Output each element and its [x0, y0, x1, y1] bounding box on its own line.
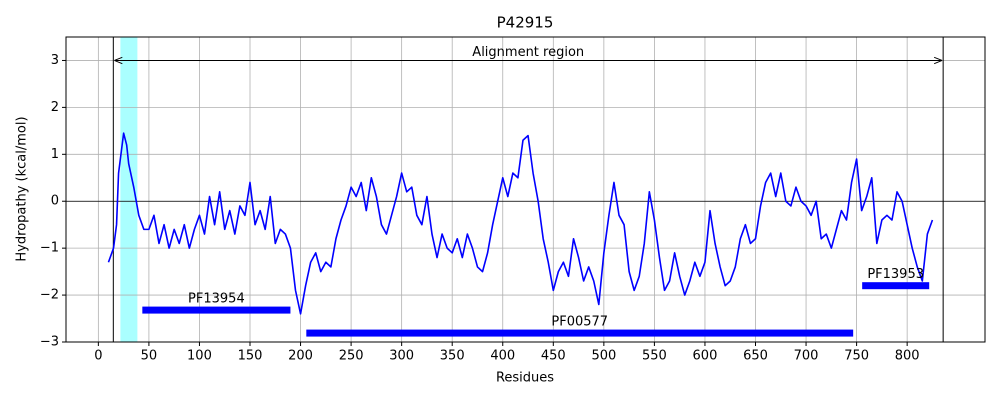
- domain-bar: [142, 306, 291, 314]
- x-tick-label: 50: [141, 349, 158, 364]
- y-tick-label: 1: [51, 147, 59, 162]
- x-tick-label: 650: [743, 349, 768, 364]
- x-tick-label: 500: [591, 349, 616, 364]
- y-tick-label: 2: [51, 100, 59, 115]
- x-tick-label: 0: [94, 349, 102, 364]
- domain-label: PF13954: [188, 292, 245, 307]
- y-tick-label: 3: [51, 53, 59, 68]
- domain-bar: [862, 282, 930, 290]
- domain-bar: [306, 329, 854, 337]
- x-tick-label: 150: [238, 349, 263, 364]
- domain-label: PF13953: [867, 267, 924, 282]
- y-axis-label: Hydropathy (kcal/mol): [15, 116, 30, 261]
- x-tick-label: 300: [389, 349, 414, 364]
- y-tick-label: −1: [40, 241, 59, 256]
- x-tick-label: 400: [490, 349, 515, 364]
- plot-frame: [65, 36, 986, 343]
- x-tick-label: 800: [895, 349, 920, 364]
- y-tick-label: 0: [51, 194, 59, 209]
- domain-label: PF00577: [551, 315, 608, 330]
- x-tick-label: 250: [339, 349, 364, 364]
- y-tick-label: −2: [40, 288, 59, 303]
- chart-title: P42915: [497, 14, 554, 32]
- x-tick-label: 100: [187, 349, 212, 364]
- x-tick-label: 450: [541, 349, 566, 364]
- x-tick-label: 750: [844, 349, 869, 364]
- x-tick-label: 700: [794, 349, 819, 364]
- x-tick-label: 550: [642, 349, 667, 364]
- hydropathy-line: [107, 132, 934, 315]
- annotation-text: Alignment region: [472, 45, 584, 60]
- x-tick-label: 350: [440, 349, 465, 364]
- x-tick-label: 600: [693, 349, 718, 364]
- x-tick-label: 200: [288, 349, 313, 364]
- x-axis-label: Residues: [496, 371, 554, 386]
- highlight-span: [120, 37, 138, 342]
- y-tick-label: −3: [40, 335, 59, 350]
